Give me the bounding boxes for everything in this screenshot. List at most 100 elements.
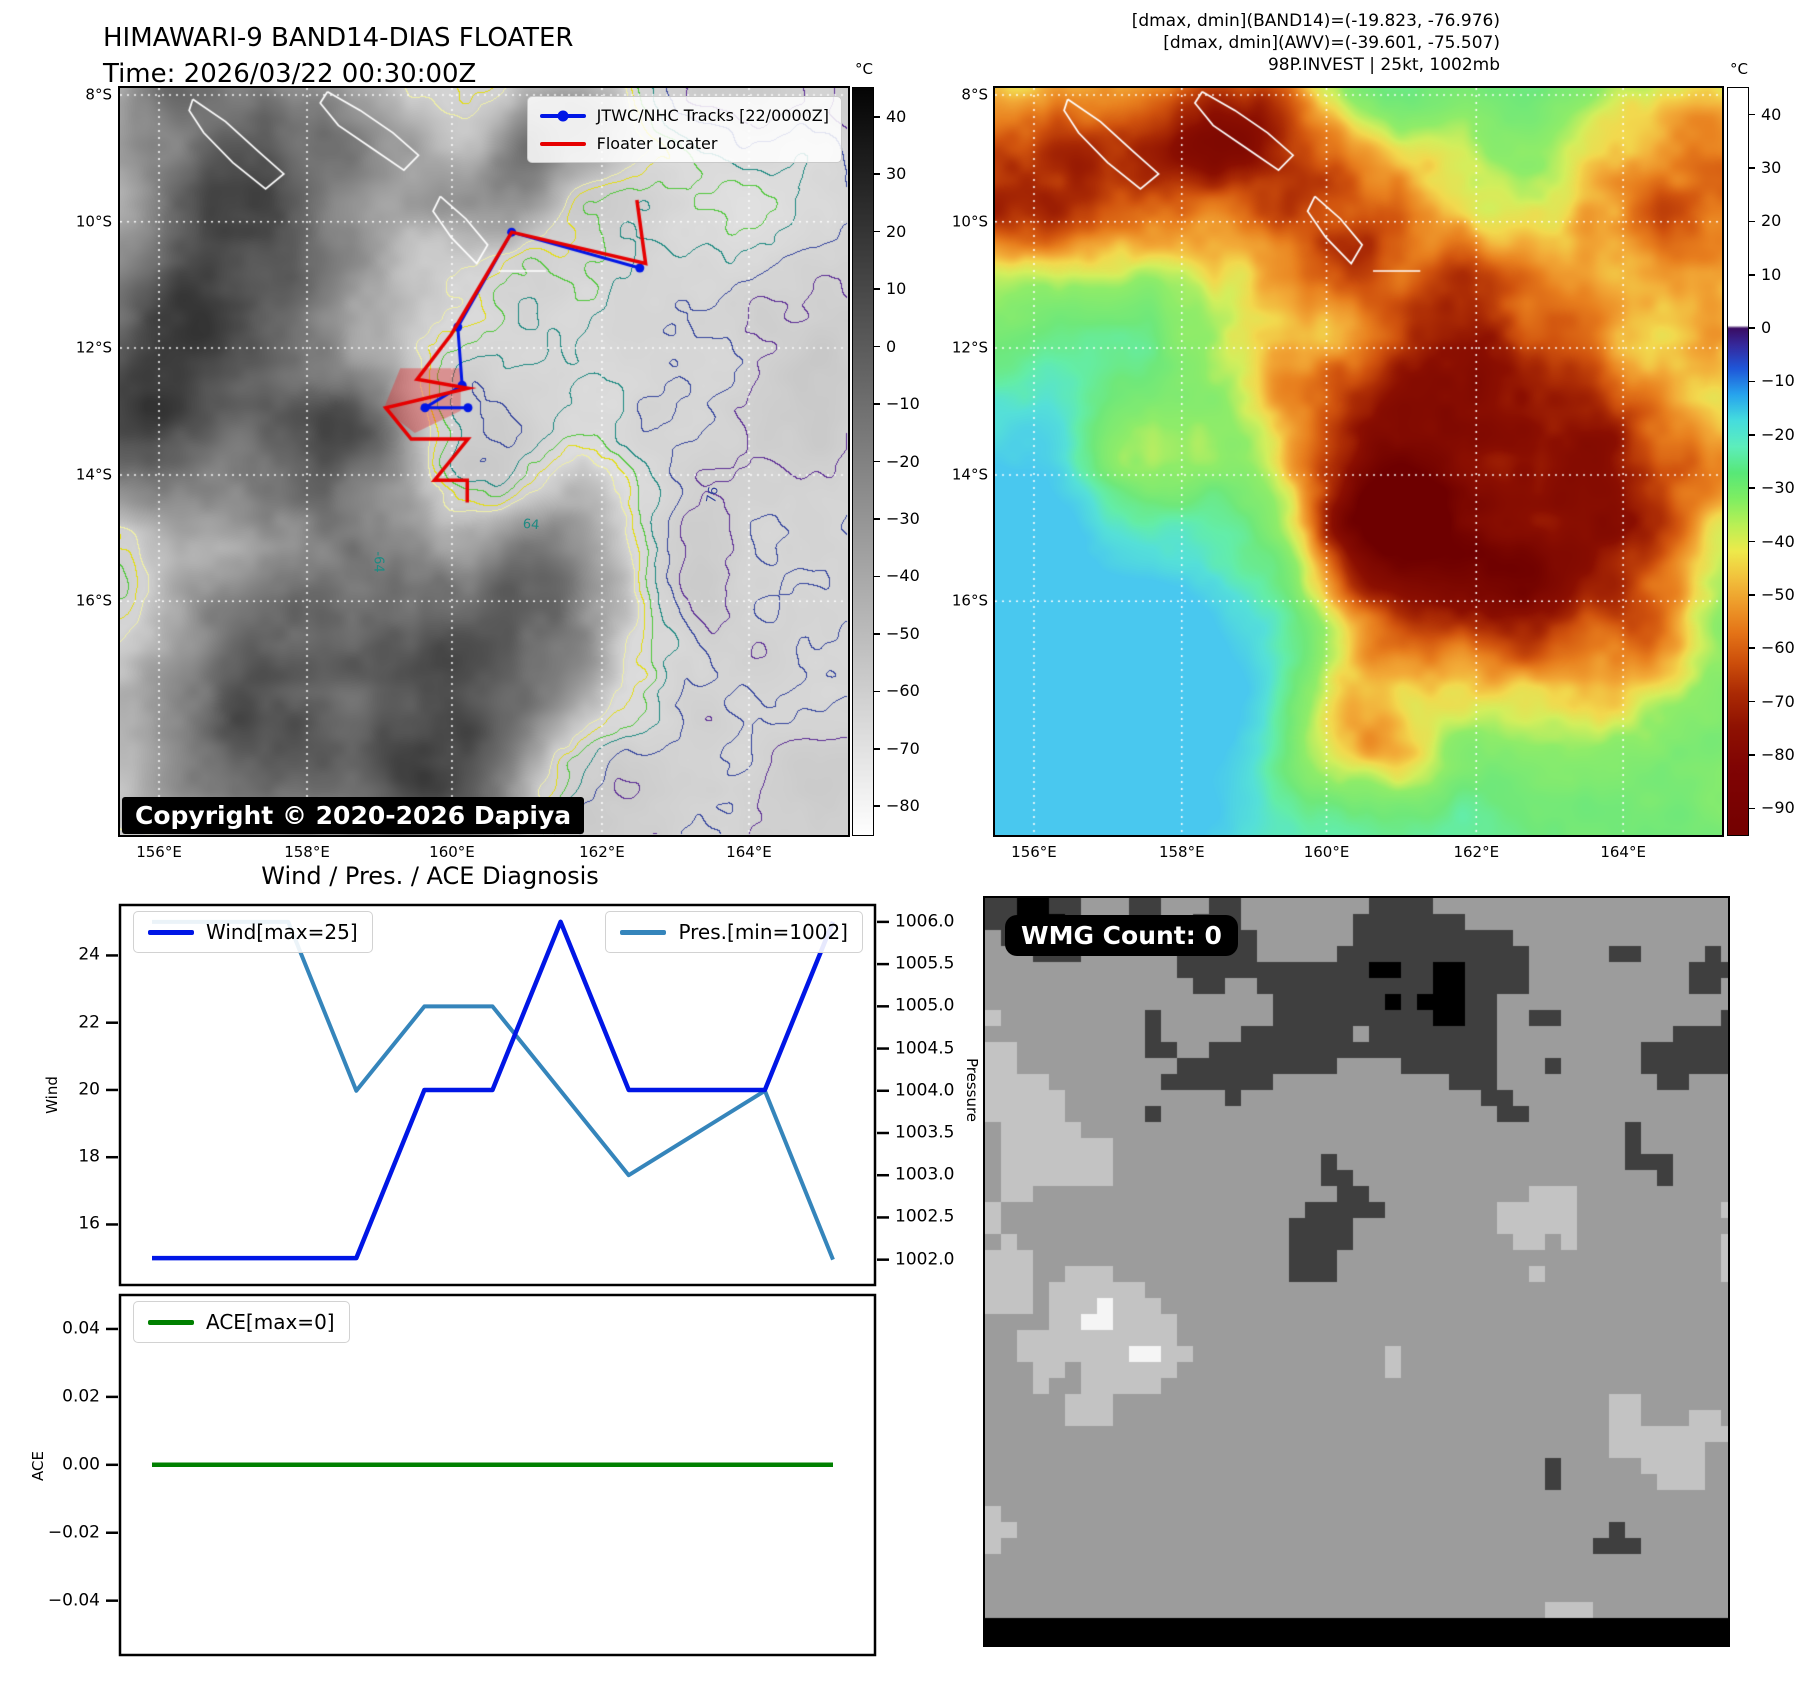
colorbar-tick-label: −80 [886, 796, 920, 816]
contour-value-label: 64 [522, 516, 541, 534]
lat-tick-label: 10°S [75, 212, 112, 231]
tick-mark [1748, 327, 1755, 329]
tick-mark [1748, 380, 1755, 383]
track-line-sample [539, 110, 586, 121]
lat-tick-label: 16°S [951, 591, 988, 610]
colorbar-tick-label: −90 [1761, 798, 1795, 818]
ace-ytick-label: 0.04 [62, 1318, 100, 1339]
colorbar-tick-label: −20 [886, 451, 920, 471]
map-legend: JTWC/NHC Tracks [22/0000Z] Floater Locat… [526, 96, 842, 163]
band14-colorbar [852, 87, 874, 836]
lon-tick-label: 164°E [1600, 843, 1646, 861]
legend-row-floater: Floater Locater [539, 134, 829, 153]
lon-tick-label: 156°E [1011, 843, 1057, 861]
wind-line-sample [148, 929, 194, 935]
lat-tick-label: 8°S [85, 85, 112, 104]
colorbar-tick-label: −80 [1761, 744, 1795, 764]
colorbar-tick-label: −60 [1761, 638, 1795, 658]
lon-tick-label: 156°E [136, 843, 182, 861]
lon-tick-label: 158°E [284, 843, 330, 861]
ace-line-sample [148, 1319, 194, 1325]
lat-tick-label: 12°S [75, 338, 112, 357]
tick-mark [1748, 540, 1755, 543]
ace-ytick-label: −0.04 [47, 1590, 100, 1611]
legend-floater-label: Floater Locater [596, 134, 718, 153]
colorbar-tick-label: −30 [886, 508, 920, 528]
lon-tick-label: 162°E [1453, 843, 1500, 861]
contour-value-label: -64 [370, 551, 386, 573]
lat-tick-label: 16°S [75, 591, 112, 610]
tick-mark [1748, 647, 1755, 650]
band14-map-canvas [118, 86, 850, 837]
lat-tick-label: 14°S [75, 465, 112, 484]
colorbar-tick-label: −10 [1761, 371, 1795, 391]
lon-tick-label: 160°E [1303, 843, 1350, 861]
floater-line-sample [539, 141, 586, 146]
ace-axis-label: ACE [29, 1451, 47, 1481]
series-line [152, 919, 836, 1261]
pressure-ytick-label: 1003.5 [895, 1122, 955, 1143]
band14-colorbar-unit: °C [855, 60, 873, 78]
awv-map-canvas [993, 86, 1724, 837]
tick-mark [873, 403, 880, 405]
lon-tick-label: 160°E [429, 843, 475, 861]
colorbar-tick-label: −40 [886, 566, 920, 586]
tick-mark [1748, 594, 1755, 596]
chart-frame [118, 903, 877, 1287]
info-awv-range: [dmax, dmin](AWV)=(-39.601, -75.507) [1163, 33, 1500, 53]
wind-pressure-chart [106, 903, 889, 1287]
tick-mark [873, 805, 880, 808]
pressure-ytick-label: 1005.0 [895, 995, 955, 1016]
lon-tick-label: 164°E [726, 843, 772, 861]
colorbar-tick-label: 30 [886, 164, 907, 184]
chart-frame [118, 1293, 877, 1657]
pressure-ytick-label: 1004.0 [895, 1080, 955, 1101]
colorbar-tick-label: 20 [1761, 211, 1782, 231]
page-title: HIMAWARI-9 BAND14-DIAS FLOATER [103, 23, 574, 53]
tick-mark [873, 460, 880, 463]
wind-ytick-label: 24 [78, 944, 100, 965]
tick-mark [1748, 167, 1755, 169]
ace-ytick-label: 0.02 [62, 1386, 100, 1407]
colorbar-tick-label: 40 [1761, 104, 1782, 124]
colorbar-tick-label: −60 [886, 681, 920, 701]
tick-mark [873, 633, 880, 635]
tick-mark [873, 115, 880, 118]
colorbar-tick-label: −30 [1761, 478, 1795, 498]
tick-mark [873, 575, 880, 578]
lat-tick-label: 14°S [951, 465, 988, 484]
copyright-badge: Copyright © 2020-2026 Dapiya [122, 797, 585, 834]
wmg-image-canvas [983, 896, 1730, 1647]
wind-ytick-label: 16 [78, 1213, 100, 1234]
info-storm-status: 98P.INVEST | 25kt, 1002mb [1267, 55, 1500, 75]
colorbar-tick-label: −70 [1761, 691, 1795, 711]
tick-mark [1748, 273, 1755, 276]
ace-chart [106, 1293, 877, 1657]
tick-mark [1748, 220, 1755, 223]
pressure-ytick-label: 1005.5 [895, 953, 955, 974]
wind-ytick-label: 22 [78, 1012, 100, 1033]
colorbar-tick-label: −20 [1761, 424, 1795, 444]
info-band14-range: [dmax, dmin](BAND14)=(-19.823, -76.976) [1131, 11, 1500, 31]
colorbar-tick-label: −50 [886, 623, 920, 643]
tick-mark [1748, 434, 1755, 436]
colorbar-tick-label: −70 [886, 738, 920, 758]
colorbar-tick-label: 10 [886, 279, 907, 299]
colorbar-tick-label: 0 [1761, 318, 1772, 338]
colorbar-tick-label: −50 [1761, 584, 1795, 604]
wind-legend-label: Wind[max=25] [206, 920, 358, 944]
colorbar-tick-label: −40 [1761, 531, 1795, 551]
awv-colorbar [1727, 87, 1749, 836]
track-dot-icon [557, 110, 569, 121]
header-info: [dmax, dmin](BAND14)=(-19.823, -76.976) … [1132, 10, 1500, 76]
header-title-block: HIMAWARI-9 BAND14-DIAS FLOATER Time: 202… [103, 20, 573, 92]
wind-ytick-label: 20 [78, 1079, 100, 1100]
page-time: Time: 2026/03/22 00:30:00Z [103, 59, 477, 89]
wmg-count-badge: WMG Count: 0 [1005, 915, 1238, 956]
lon-tick-label: 158°E [1158, 843, 1205, 861]
colorbar-tick-label: 40 [886, 106, 907, 126]
ace-legend-label: ACE[max=0] [206, 1310, 335, 1334]
legend-track-label: JTWC/NHC Tracks [22/0000Z] [596, 106, 829, 125]
pressure-axis-label: Pressure [963, 1057, 981, 1123]
